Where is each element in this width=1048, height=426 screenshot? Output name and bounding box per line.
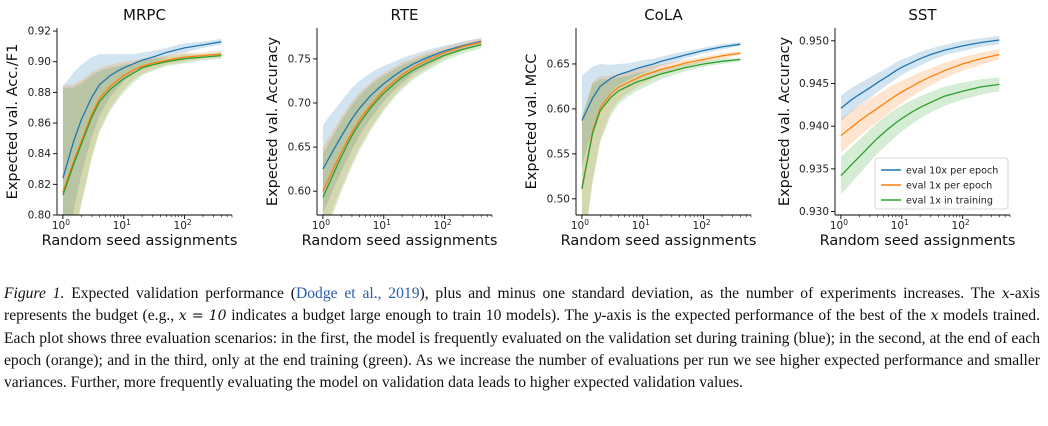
x-axis-label: Random seed assignments — [561, 233, 757, 249]
figure-caption: Figure 1. Expected validation performanc… — [4, 283, 1040, 394]
legend-label: eval 1x in training — [906, 196, 993, 207]
y-tick-label: 0.55 — [547, 148, 570, 160]
y-tick-label: 0.86 — [28, 118, 52, 130]
series-line-eval-1x-in-training — [62, 54, 222, 196]
y-axis-label: Expected val. MCC — [524, 54, 540, 190]
x-axis-label: Random seed assignments — [820, 233, 1016, 249]
chart-panel-sst: 0.930 0.935 0.940 0.945 0.950 100 101 102 SST Ran… — [777, 6, 1015, 249]
math-variable: x — [930, 308, 939, 325]
std-band-eval-1x-per-epoch — [581, 51, 741, 215]
y-tick-label: 0.940 — [799, 121, 829, 133]
y-tick-label: 0.945 — [799, 78, 829, 90]
x-tick-label: 102 — [693, 218, 711, 232]
legend-box — [874, 157, 1009, 210]
x-axis-label: Random seed assignments — [302, 233, 498, 249]
series-line-eval-10x-per-epoch — [581, 43, 741, 121]
std-band-eval-1x-per-epoch — [840, 49, 1000, 153]
y-tick-label: 0.60 — [547, 103, 570, 115]
math-variable: x — [1001, 286, 1010, 302]
legend-label: eval 1x per epoch — [906, 181, 992, 192]
series-line-eval-1x-per-epoch — [840, 53, 1000, 137]
x-tick-label: 102 — [174, 218, 192, 232]
y-tick-label: 0.60 — [288, 186, 311, 198]
y-tick-label: 0.88 — [28, 87, 51, 99]
series-line-eval-10x-per-epoch — [840, 39, 1000, 109]
x-tick-label: 101 — [113, 218, 131, 232]
std-band-eval-10x-per-epoch — [322, 37, 482, 214]
x-tick-label: 100 — [312, 218, 330, 232]
chart-title: SST — [908, 6, 937, 24]
std-band-eval-1x-per-epoch — [62, 51, 222, 215]
citation-link[interactable]: Dodge et al., 2019 — [295, 285, 420, 302]
plot-area — [62, 38, 222, 215]
y-tick-label: 0.80 — [28, 210, 51, 222]
x-tick-label: 102 — [434, 218, 452, 232]
x-tick-label: 100 — [571, 218, 589, 232]
series-line-eval-1x-per-epoch — [62, 53, 222, 193]
chart-panel-mrpc: 0.80 0.82 0.84 0.86 0.88 0.90 0.92 100 101 102 MRP… — [5, 6, 238, 249]
x-tick-label: 101 — [373, 218, 391, 232]
y-axis-label: Expected val. Accuracy — [265, 36, 281, 206]
math-equation: x = 10 — [178, 308, 227, 325]
chart-title: RTE — [391, 6, 419, 24]
y-tick-label: 0.65 — [547, 58, 570, 70]
y-tick-label: 0.82 — [28, 179, 51, 191]
math-variable: y — [593, 308, 602, 325]
legend-label: eval 10x per epoch — [906, 166, 998, 177]
x-tick-label: 100 — [52, 218, 70, 232]
y-tick-label: 0.50 — [547, 193, 570, 205]
caption-text: ), plus and minus one standard deviation… — [419, 285, 1002, 302]
chart-title: MRPC — [123, 6, 166, 24]
series-line-eval-1x-in-training — [840, 83, 1000, 177]
plot-area — [581, 42, 741, 215]
caption-text: indicates a budget large enough to train… — [226, 307, 594, 325]
x-axis-label: Random seed assignments — [42, 233, 238, 249]
caption-text: models trained. Each plot shows three ev… — [4, 307, 1041, 392]
x-tick-label: 100 — [830, 218, 848, 232]
x-tick-label: 101 — [891, 218, 909, 232]
y-tick-label: 0.90 — [28, 56, 51, 68]
y-axis-label: Expected val. Accuracy — [777, 36, 793, 206]
std-band-eval-1x-in-training — [62, 52, 222, 215]
series-line-eval-10x-per-epoch — [322, 40, 482, 170]
series-line-eval-1x-per-epoch — [581, 52, 741, 190]
series-line-eval-10x-per-epoch — [62, 41, 222, 179]
std-band-eval-10x-per-epoch — [840, 35, 1000, 122]
y-tick-label: 0.65 — [288, 142, 311, 154]
y-tick-label: 0.75 — [288, 53, 311, 65]
caption-text: -axis represents the budget (e.g., — [4, 285, 1040, 325]
chart-panel-rte: 0.60 0.65 0.70 0.75 100 101 102 RTE Random seed … — [265, 6, 497, 249]
y-axis-label: Expected val. Acc./F1 — [5, 44, 21, 200]
y-tick-label: 0.92 — [28, 26, 51, 38]
plot-area — [840, 35, 1000, 195]
series-line-eval-1x-in-training — [322, 44, 482, 198]
caption-text: Expected validation performance ( — [64, 285, 296, 302]
y-tick-label: 0.84 — [28, 148, 52, 160]
std-band-eval-1x-in-training — [581, 57, 741, 215]
y-tick-label: 0.950 — [799, 35, 829, 47]
chart-title: CoLA — [644, 6, 683, 24]
y-tick-label: 0.935 — [799, 163, 829, 175]
series-line-eval-1x-per-epoch — [322, 41, 482, 192]
series-line-eval-1x-in-training — [581, 58, 741, 190]
y-tick-label: 0.70 — [288, 97, 311, 109]
chart-panel-cola: 0.50 0.55 0.60 0.65 100 101 102 CoLA Random seed… — [524, 6, 757, 249]
caption-text: -axis is the expected performance of the… — [601, 307, 931, 325]
caption-label: Figure 1. — [4, 285, 65, 302]
x-tick-label: 102 — [952, 218, 970, 232]
y-tick-label: 0.930 — [799, 206, 829, 218]
x-tick-label: 101 — [632, 218, 650, 232]
plot-area — [322, 37, 482, 215]
chart-legend: eval 10x per epoch eval 1x per epoch eval … — [874, 157, 1009, 210]
std-band-eval-1x-in-training — [840, 77, 1000, 195]
